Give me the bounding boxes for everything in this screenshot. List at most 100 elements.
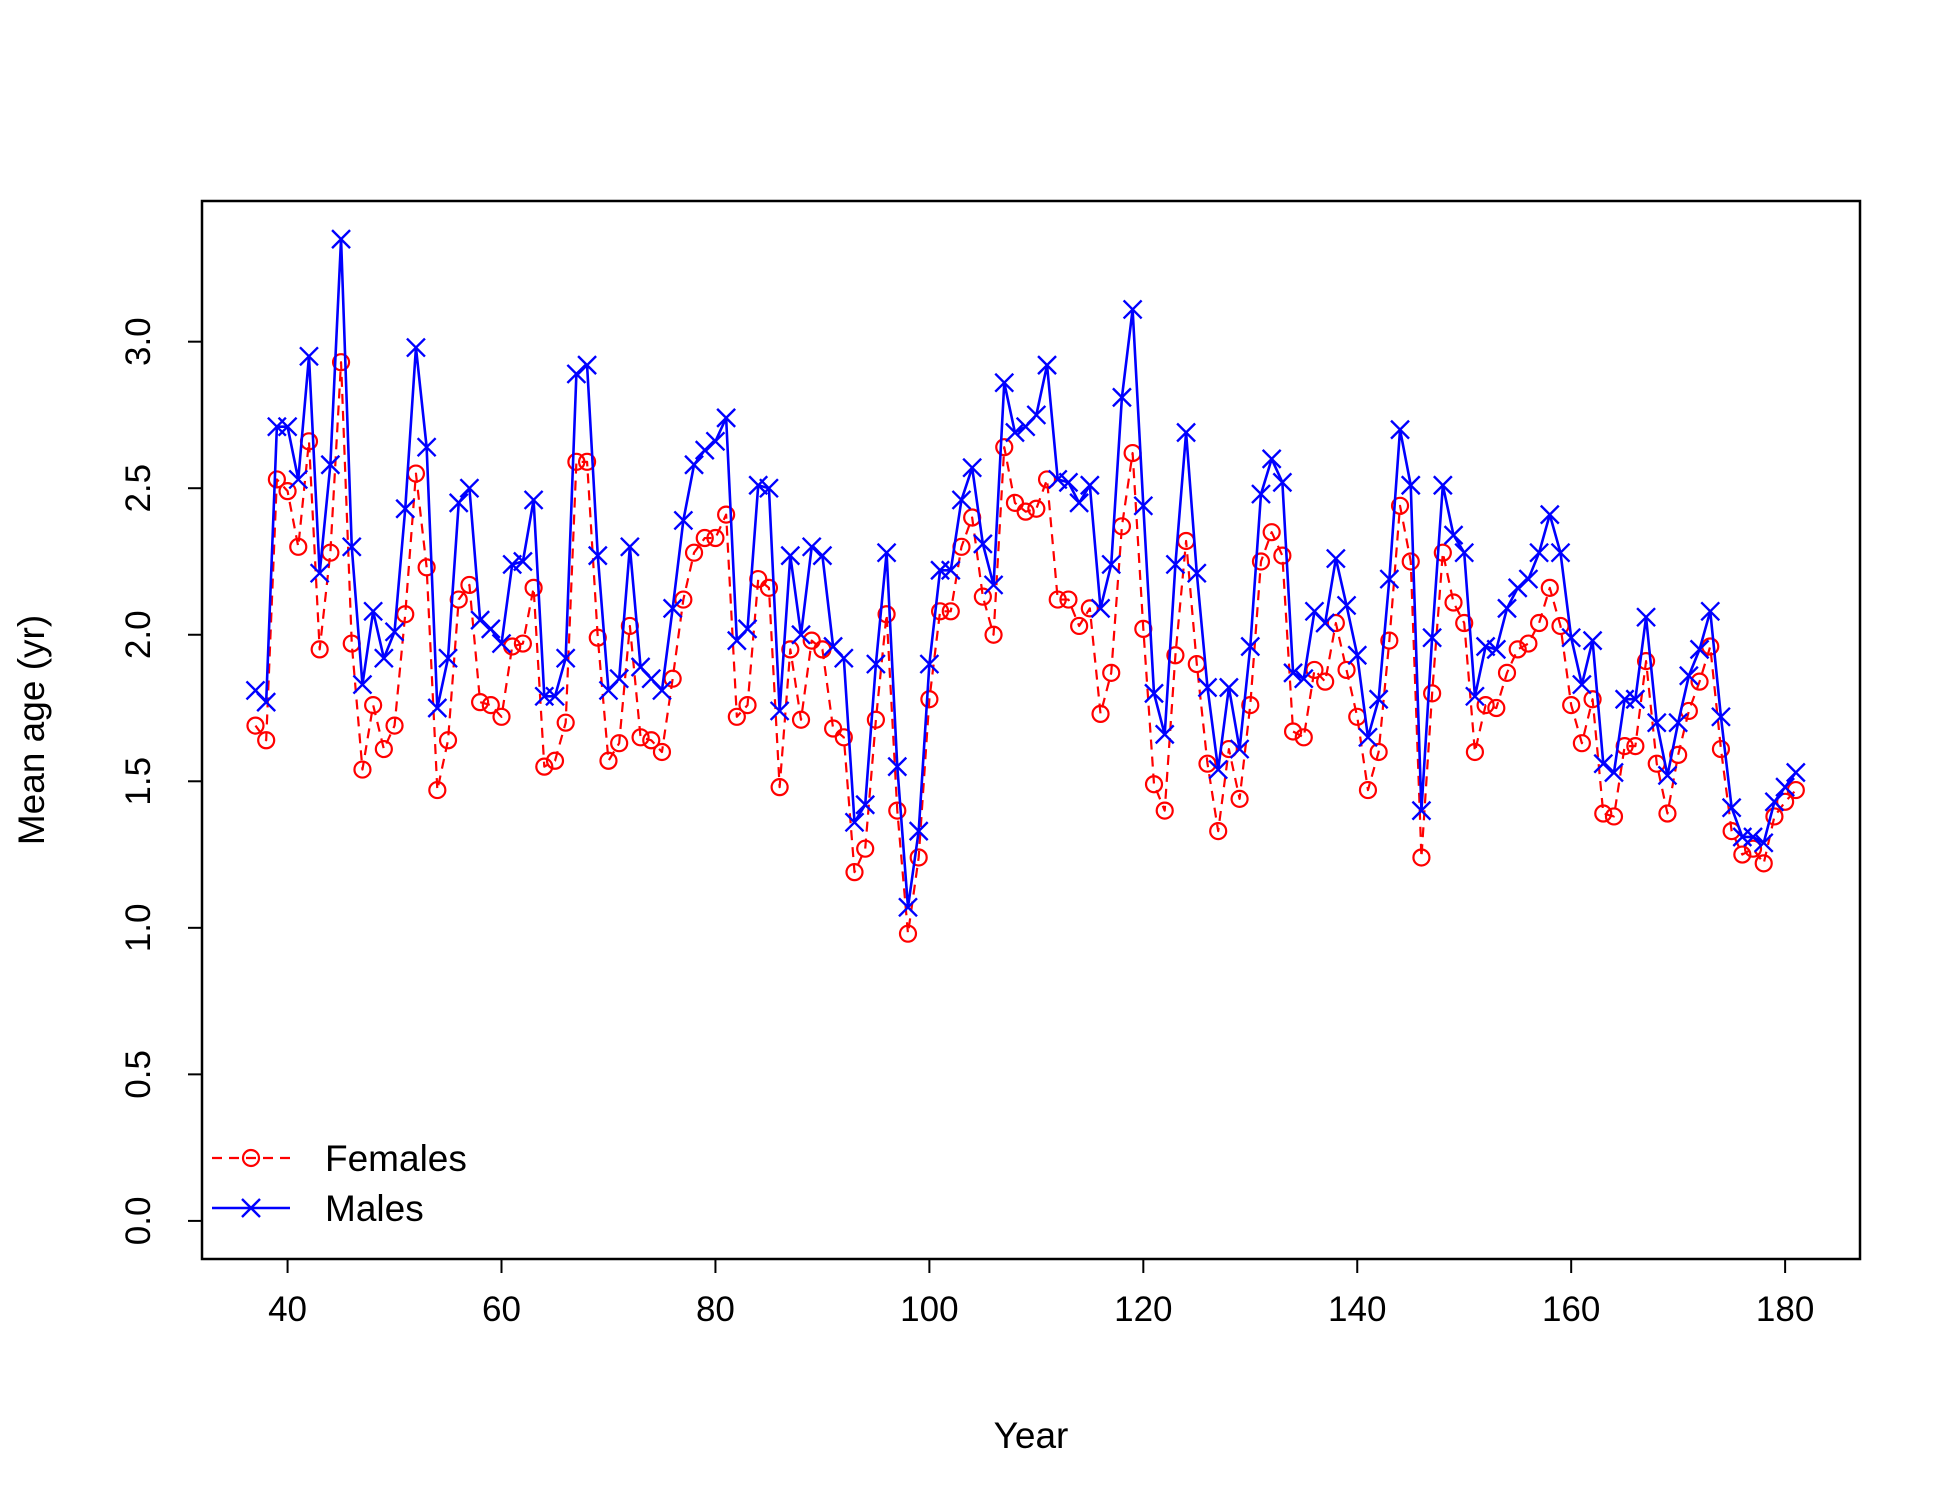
data-point-x bbox=[1711, 706, 1731, 727]
marker-stroke bbox=[320, 454, 341, 475]
data-point-x bbox=[1785, 762, 1806, 783]
marker-stroke bbox=[908, 821, 929, 841]
data-point-circle bbox=[267, 470, 286, 489]
data-point-circle bbox=[845, 863, 864, 882]
data-point-x bbox=[866, 654, 886, 674]
marker-stroke bbox=[1753, 832, 1774, 853]
marker-stroke bbox=[1112, 387, 1132, 408]
marker-stroke bbox=[513, 551, 533, 572]
data-point-x bbox=[1507, 578, 1528, 598]
data-point-x bbox=[833, 648, 854, 669]
data-point-x bbox=[1272, 472, 1293, 493]
y-tick-label: 2.0 bbox=[119, 610, 158, 659]
marker-stroke bbox=[1550, 542, 1571, 563]
data-point-x bbox=[1336, 595, 1357, 616]
data-point-x bbox=[587, 545, 608, 566]
data-point-circle bbox=[1230, 789, 1249, 808]
data-point-x bbox=[1326, 548, 1346, 569]
data-point-x bbox=[566, 364, 587, 384]
data-point-x bbox=[288, 469, 309, 490]
marker-stroke bbox=[1229, 739, 1250, 759]
data-point-circle bbox=[1294, 728, 1313, 747]
data-point-x bbox=[406, 337, 426, 358]
marker-stroke bbox=[587, 545, 608, 566]
marker-stroke bbox=[748, 475, 769, 496]
marker-stroke bbox=[1711, 706, 1731, 727]
marker-stroke bbox=[1379, 569, 1400, 589]
series-line bbox=[254, 361, 1797, 935]
data-point-circle bbox=[684, 543, 704, 562]
data-point-circle bbox=[1198, 754, 1217, 773]
marker-stroke bbox=[791, 624, 811, 645]
marker-stroke bbox=[1069, 493, 1089, 513]
marker-stroke bbox=[566, 364, 587, 384]
data-point-circle bbox=[1465, 742, 1485, 762]
marker-stroke bbox=[555, 648, 576, 669]
data-point-x bbox=[1539, 504, 1560, 525]
data-point-circle bbox=[1455, 613, 1474, 633]
data-point-x bbox=[513, 551, 533, 572]
data-point-x bbox=[1443, 525, 1464, 545]
data-point-circle bbox=[1433, 543, 1452, 562]
marker-stroke bbox=[1058, 472, 1079, 493]
data-point-circle bbox=[289, 537, 308, 556]
data-point-x bbox=[523, 490, 544, 510]
data-point-x bbox=[844, 812, 865, 833]
data-point-x bbox=[1454, 542, 1475, 563]
marker-stroke bbox=[1721, 797, 1742, 818]
marker-stroke bbox=[480, 619, 501, 639]
data-point-circle bbox=[1358, 780, 1378, 800]
legend-label: Males bbox=[325, 1188, 424, 1229]
data-point-x bbox=[1079, 475, 1100, 496]
data-point-x bbox=[898, 897, 918, 918]
marker-stroke bbox=[1539, 504, 1560, 525]
data-point-x bbox=[887, 756, 908, 777]
data-point-x bbox=[973, 534, 993, 554]
data-point-x bbox=[1133, 495, 1154, 516]
marker-stroke bbox=[1668, 712, 1689, 733]
data-point-x bbox=[1422, 627, 1442, 648]
data-point-x bbox=[652, 680, 672, 701]
data-point-x bbox=[1646, 712, 1667, 733]
data-point-circle bbox=[898, 924, 918, 943]
data-point-circle bbox=[246, 716, 265, 735]
data-point-circle bbox=[1604, 807, 1624, 826]
data-point-x bbox=[373, 648, 394, 669]
data-point-x bbox=[1037, 355, 1057, 375]
marker-stroke bbox=[1604, 762, 1624, 783]
data-point-x bbox=[1197, 677, 1218, 698]
data-point-x bbox=[395, 498, 416, 519]
marker-stroke bbox=[1775, 777, 1795, 797]
marker-stroke bbox=[1251, 484, 1271, 504]
marker-stroke bbox=[438, 648, 458, 669]
data-point-x bbox=[1379, 569, 1400, 589]
data-point-x bbox=[459, 478, 480, 499]
marker-stroke bbox=[855, 794, 876, 815]
data-point-circle bbox=[492, 707, 511, 726]
marker-stroke bbox=[256, 692, 277, 713]
marker-stroke bbox=[241, 1198, 261, 1218]
marker-stroke bbox=[577, 355, 597, 375]
data-point-x bbox=[1753, 832, 1774, 853]
data-point-circle bbox=[1765, 807, 1784, 826]
marker-stroke bbox=[801, 536, 822, 557]
marker-stroke bbox=[1026, 405, 1047, 425]
data-point-x bbox=[769, 701, 790, 721]
data-point-circle bbox=[1080, 599, 1099, 618]
data-point-x bbox=[427, 698, 448, 718]
data-point-circle bbox=[241, 1148, 261, 1168]
data-point-x bbox=[1668, 712, 1689, 733]
marker-stroke bbox=[491, 633, 512, 654]
marker-stroke bbox=[1101, 554, 1122, 575]
marker-stroke bbox=[1293, 668, 1314, 689]
data-point-x bbox=[1122, 299, 1143, 320]
x-tick-label: 100 bbox=[900, 1290, 958, 1329]
marker-stroke bbox=[331, 229, 351, 249]
marker-stroke bbox=[1785, 762, 1806, 783]
data-point-circle bbox=[1316, 672, 1335, 691]
x-tick-label: 60 bbox=[482, 1290, 521, 1329]
data-point-circle bbox=[1562, 695, 1581, 715]
marker-stroke bbox=[609, 668, 630, 689]
marker-stroke bbox=[309, 563, 330, 584]
legend: Females Males bbox=[212, 1138, 467, 1229]
